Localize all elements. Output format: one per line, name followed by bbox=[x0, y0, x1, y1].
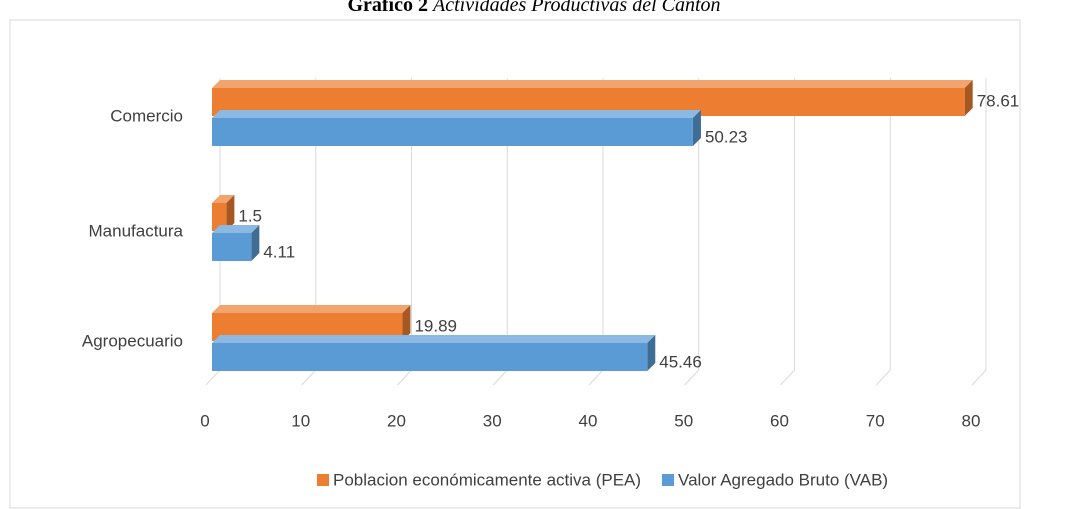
chart-title: Gráfico 2 Actividades Productivas del Ca… bbox=[347, 0, 720, 16]
bar bbox=[212, 118, 693, 146]
title-bold: Gráfico 2 bbox=[347, 0, 428, 16]
bar-top bbox=[212, 225, 260, 233]
grid-line bbox=[971, 78, 987, 386]
bar-top bbox=[212, 80, 973, 88]
bar-side bbox=[647, 335, 656, 371]
bar-side bbox=[402, 305, 411, 341]
legend-swatch bbox=[317, 474, 329, 486]
x-tick-label: 60 bbox=[770, 411, 789, 430]
value-label: 78.61 bbox=[977, 91, 1020, 110]
grid-line bbox=[780, 78, 795, 386]
grid-line bbox=[684, 78, 700, 386]
legend-swatch bbox=[662, 474, 674, 486]
bar-side bbox=[964, 80, 973, 116]
x-tick-label: 10 bbox=[291, 411, 310, 430]
y-tick-label: Comercio bbox=[110, 106, 183, 125]
value-label: 50.23 bbox=[705, 127, 748, 146]
legend-label: Valor Agregado Bruto (VAB) bbox=[678, 470, 888, 489]
bar-side bbox=[251, 225, 260, 261]
grid-line bbox=[875, 78, 891, 386]
y-tick-label: Agropecuario bbox=[82, 331, 183, 350]
x-tick-label: 30 bbox=[483, 411, 502, 430]
bar bbox=[212, 203, 227, 231]
bar-top bbox=[212, 110, 701, 118]
value-label: 1.5 bbox=[238, 206, 262, 225]
value-label: 19.89 bbox=[414, 316, 457, 335]
y-tick-label: Manufactura bbox=[89, 221, 184, 240]
bar-side bbox=[692, 110, 701, 146]
bar-side bbox=[226, 195, 235, 231]
bar-top bbox=[212, 195, 235, 203]
x-tick-label: 20 bbox=[387, 411, 406, 430]
x-tick-label: 50 bbox=[674, 411, 693, 430]
x-tick-label: 70 bbox=[866, 411, 885, 430]
x-tick-label: 80 bbox=[962, 411, 981, 430]
legend-label: Poblacion económicamente activa (PEA) bbox=[333, 470, 641, 489]
value-label: 45.46 bbox=[659, 352, 702, 371]
bar bbox=[212, 233, 252, 261]
bar bbox=[212, 343, 648, 371]
value-label: 4.11 bbox=[263, 242, 295, 261]
bar-top bbox=[212, 335, 656, 343]
x-tick-label: 40 bbox=[579, 411, 598, 430]
x-tick-label: 0 bbox=[200, 411, 209, 430]
bar-top bbox=[212, 305, 411, 313]
title-italic: Actividades Productivas del Cantón bbox=[431, 0, 721, 16]
